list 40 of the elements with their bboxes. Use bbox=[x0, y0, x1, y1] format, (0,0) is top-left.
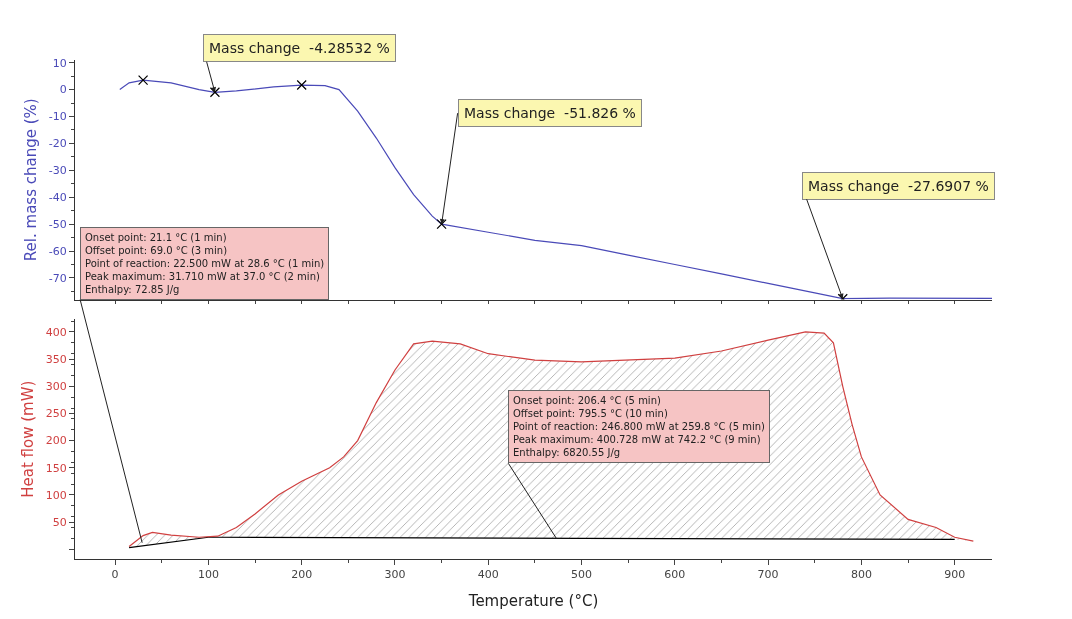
y-tick-label: -30 bbox=[48, 164, 67, 178]
y-tick-label: -70 bbox=[48, 271, 67, 285]
line-series bbox=[128, 536, 956, 549]
y-tick-label: -20 bbox=[48, 137, 67, 151]
y-tick-label: 10 bbox=[52, 56, 67, 70]
x-tick-label: 900 bbox=[944, 568, 966, 582]
y-tick-label: 400 bbox=[45, 325, 67, 339]
y-tick-label: 150 bbox=[45, 461, 67, 475]
x-tick-label: 700 bbox=[757, 568, 779, 582]
x-tick-label: 100 bbox=[197, 568, 219, 582]
annotation: Mass change -51.826 % bbox=[464, 105, 636, 121]
y-tick-label: -50 bbox=[48, 218, 67, 232]
x-tick-label: 600 bbox=[664, 568, 686, 582]
point bbox=[296, 79, 307, 91]
y-tick-label: 200 bbox=[45, 434, 67, 448]
y-axis-title: Heat flow (mW) bbox=[19, 380, 38, 498]
y-tick-label: 100 bbox=[45, 488, 67, 502]
x-tick-label: 200 bbox=[291, 568, 313, 582]
y-tick-label: 350 bbox=[45, 352, 67, 366]
y-tick-label: 50 bbox=[52, 515, 67, 529]
y-tick-label: -40 bbox=[48, 191, 67, 205]
y-tick-label: 0 bbox=[59, 83, 67, 97]
point bbox=[138, 75, 149, 86]
point bbox=[209, 87, 221, 98]
annotation: Onset point: 206.4 °C (5 min) Offset point: 795.5 °C (10 min) Point of reaction: 246.800 mW at 259.8 °C (5 min) Peak maximum: 400.728 mW at 742.2 °C (9 min) Enthalpy: 6820.55 J/g bbox=[513, 395, 766, 458]
annotation: Mass change -27.6907 % bbox=[808, 178, 989, 194]
x-tick-label: 800 bbox=[850, 568, 872, 582]
x-tick-label: 0 bbox=[111, 568, 119, 582]
x-tick-label: 400 bbox=[477, 568, 499, 582]
annotation: Mass change -4.28532 % bbox=[209, 40, 390, 56]
y-axis-title: Rel. mass change (%) bbox=[22, 98, 41, 262]
x-axis-title: Temperature (°C) bbox=[467, 592, 599, 611]
x-tick-label: 300 bbox=[384, 568, 406, 582]
y-tick-label: 250 bbox=[45, 407, 67, 421]
y-tick-label: -10 bbox=[48, 110, 67, 124]
y-tick-label: 300 bbox=[45, 380, 67, 394]
annotation: Onset point: 21.1 °C (1 min) Offset point: 69.0 °C (3 min) Point of reaction: 22.500 mW at 28.6 °C (1 min) Peak maximum: 31.710 mW at 37.0 °C (2 min) Enthalpy: 72.85 J/g bbox=[85, 232, 325, 295]
point bbox=[436, 219, 447, 230]
y-tick-label: -60 bbox=[48, 244, 67, 258]
x-tick-label: 500 bbox=[571, 568, 593, 582]
